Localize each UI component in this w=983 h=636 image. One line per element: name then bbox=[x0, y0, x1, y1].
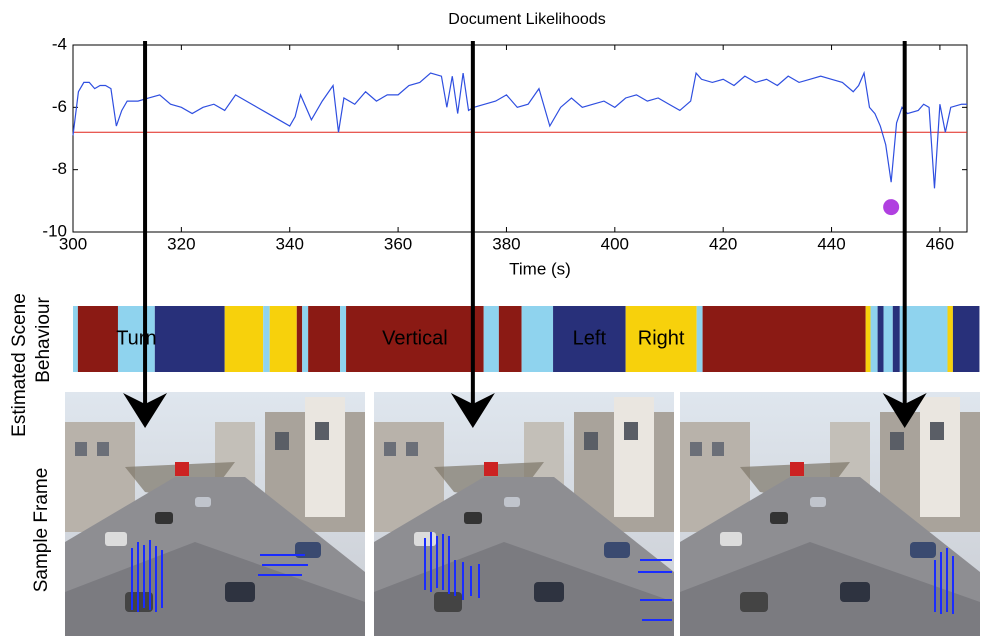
behaviour-label: Turn bbox=[116, 327, 156, 349]
behaviour-segment bbox=[703, 306, 866, 372]
x-tick-label: 300 bbox=[59, 234, 87, 253]
behaviour-segment bbox=[297, 306, 302, 372]
x-tick-label: 440 bbox=[817, 234, 845, 253]
x-tick-label: 320 bbox=[167, 234, 195, 253]
behaviour-segment bbox=[225, 306, 263, 372]
behaviour-segment bbox=[499, 306, 522, 372]
behaviour-label: Estimated Scene bbox=[9, 293, 30, 437]
chart-title: Document Likelihoods bbox=[448, 11, 605, 28]
figure: Document Likelihoods Time (s) Estimated … bbox=[0, 0, 983, 636]
photo-1 bbox=[65, 392, 365, 636]
behaviour-segment bbox=[878, 306, 884, 372]
x-tick-label: 380 bbox=[492, 234, 520, 253]
photo-2 bbox=[374, 392, 674, 636]
x-tick-label: 460 bbox=[926, 234, 954, 253]
x-axis-label: Time (s) bbox=[509, 259, 571, 278]
behaviour-segment bbox=[270, 306, 297, 372]
behaviour-label: Behaviour bbox=[33, 297, 54, 383]
behaviour-segment bbox=[73, 306, 78, 372]
behaviour-segment bbox=[871, 306, 878, 372]
y-tick-label: -6 bbox=[52, 97, 67, 116]
behaviour-segment bbox=[155, 306, 225, 372]
behaviour-segment bbox=[484, 306, 499, 372]
behaviour-segment bbox=[893, 306, 900, 372]
y-tick-label: -4 bbox=[52, 34, 67, 53]
behaviour-segment bbox=[697, 306, 703, 372]
x-tick-label: 400 bbox=[601, 234, 629, 253]
frame-label: Sample Frame bbox=[31, 468, 52, 593]
x-tick-label: 420 bbox=[709, 234, 737, 253]
behaviour-label: Right bbox=[638, 327, 685, 349]
behaviour-segment bbox=[947, 306, 952, 372]
y-tick-label: -8 bbox=[52, 159, 67, 178]
x-tick-label: 340 bbox=[276, 234, 304, 253]
behaviour-segment bbox=[302, 306, 308, 372]
behaviour-segment bbox=[884, 306, 893, 372]
behaviour-segment bbox=[900, 306, 948, 372]
highlight-point bbox=[883, 199, 899, 215]
behaviour-segment bbox=[522, 306, 553, 372]
behaviour-label: Vertical bbox=[382, 327, 448, 349]
behaviour-segment bbox=[866, 306, 871, 372]
behaviour-segment bbox=[308, 306, 340, 372]
plot-area bbox=[73, 45, 967, 232]
behaviour-segment bbox=[953, 306, 980, 372]
behaviour-segment bbox=[263, 306, 270, 372]
behaviour-segment bbox=[340, 306, 346, 372]
x-tick-label: 360 bbox=[384, 234, 412, 253]
behaviour-label: Left bbox=[573, 327, 607, 349]
behaviour-segment bbox=[78, 306, 118, 372]
